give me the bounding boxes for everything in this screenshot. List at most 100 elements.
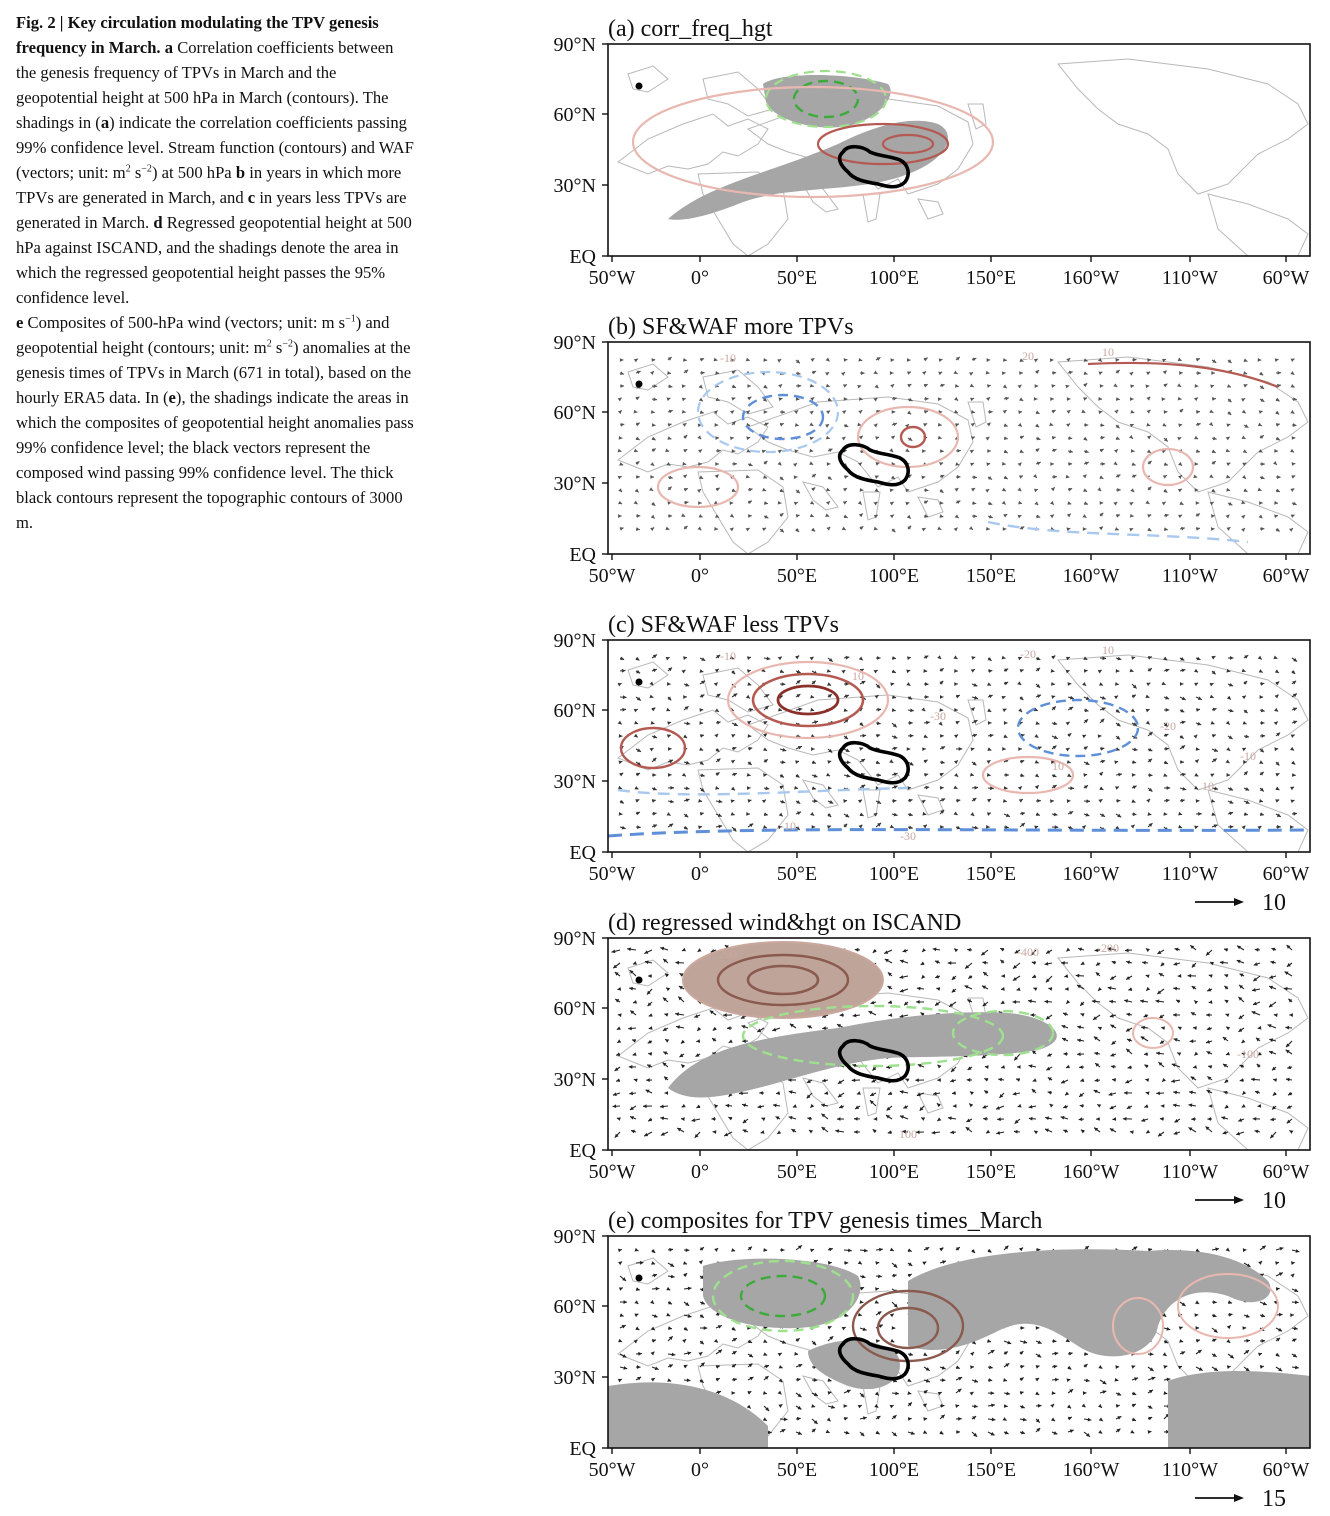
wind-vector-head [675, 1012, 679, 1017]
wind-vector-head [1140, 1036, 1145, 1040]
wind-vector-head [920, 961, 925, 965]
wind-vector-head [1134, 1377, 1139, 1381]
wind-vector-head [1017, 514, 1022, 519]
wind-vector-head [668, 475, 673, 480]
wind-vector-head [937, 1391, 942, 1396]
wind-vector-head [1205, 1126, 1210, 1131]
wind-vector-head [1257, 357, 1262, 362]
wind-vector-head [1050, 668, 1055, 673]
wind-vector-head [1258, 1261, 1263, 1265]
wind-vector-head [931, 1130, 936, 1135]
wind-vector-head [1094, 1051, 1099, 1056]
tibetan-plateau-contour [837, 144, 910, 189]
wind-vector-head [795, 760, 800, 764]
wind-vector-head [1035, 1391, 1040, 1395]
wind-vector-head [825, 372, 830, 376]
x-tick-label: 150°E [966, 1161, 1016, 1183]
wind-vector-head [923, 383, 928, 388]
wind-vector-head [1127, 1065, 1132, 1070]
reference-vector-label: 10 [1262, 890, 1286, 916]
wind-vector-head [1066, 999, 1071, 1004]
map-frame [607, 341, 1311, 555]
wind-vector-head [779, 785, 784, 790]
wind-vector-head [1211, 656, 1216, 660]
wind-vector-head [953, 655, 958, 659]
wind-vector-head [716, 693, 721, 698]
wind-vector-head [681, 409, 686, 414]
wind-vector-head [1275, 1287, 1280, 1291]
wind-vector-head [1179, 371, 1183, 375]
wind-vector-head [970, 423, 975, 427]
wind-vector-head [1116, 513, 1121, 518]
wind-vector-head [630, 1010, 635, 1015]
wind-vector-head [951, 1091, 956, 1095]
wind-vector-head [879, 1247, 883, 1252]
wind-vector-head [633, 358, 638, 363]
wind-vector-head [915, 1130, 920, 1135]
wind-vector-head [844, 735, 848, 740]
wind-vector-head [1082, 527, 1087, 531]
wind-vector-head [919, 1106, 924, 1111]
wind-vector-head [1257, 1051, 1262, 1056]
wind-vector-head [652, 786, 657, 791]
wind-vector-head [691, 1118, 696, 1122]
y-tick-label: 60°N [554, 402, 596, 424]
wind-vector-head [937, 1064, 942, 1069]
wind-vector-head [1293, 720, 1298, 725]
negative-contour [1016, 698, 1140, 758]
wind-vector-head [1045, 1116, 1050, 1121]
wind-vector-head [1003, 423, 1008, 427]
wind-vector-head [909, 721, 913, 725]
wind-vector-head [807, 1025, 812, 1029]
wind-vector-head [1148, 731, 1153, 736]
wind-vector-head [1035, 410, 1040, 414]
wind-vector-head [635, 1326, 640, 1330]
wind-vector-head [1109, 999, 1114, 1004]
wind-vector-head [1129, 372, 1134, 376]
wind-vector-head [717, 1325, 722, 1329]
wind-vector-head [984, 1078, 989, 1082]
wind-vector-head [666, 397, 671, 402]
coastline [627, 65, 669, 93]
wind-vector-head [1112, 1117, 1117, 1121]
wind-vector-head [1032, 1078, 1037, 1082]
wind-vector-head [1164, 1339, 1169, 1344]
wind-vector-head [1163, 527, 1168, 531]
wind-vector-head [1257, 1025, 1262, 1030]
wind-vector-head [635, 396, 640, 401]
wind-vector-head [1114, 681, 1119, 686]
wind-vector-head [873, 1117, 878, 1121]
wind-vector-head [1162, 370, 1167, 375]
wind-vector-head [762, 487, 767, 492]
coastline [1207, 1087, 1309, 1151]
wind-vector-head [1091, 999, 1096, 1004]
wind-vector-head [826, 462, 831, 466]
x-tick-label: 50°W [589, 863, 636, 885]
wind-vector-head [1206, 1013, 1210, 1017]
wind-vector-head [628, 1026, 632, 1031]
positive-contour [726, 660, 890, 740]
wind-vector-head [954, 396, 959, 401]
wind-vector-head [1065, 1091, 1070, 1096]
wind-vector-head [841, 436, 846, 441]
wind-vector-head [636, 527, 640, 531]
wind-vector-head [1019, 358, 1024, 362]
wind-vector-head [1146, 1129, 1151, 1134]
wind-vector-head [1274, 514, 1278, 519]
wind-vector-head [1147, 486, 1152, 491]
wind-vector-head [1228, 1312, 1233, 1317]
wind-vector-head [1110, 1064, 1115, 1069]
wind-vector-head [956, 825, 961, 830]
wind-vector-head [924, 655, 929, 660]
wind-vector-head [1084, 423, 1089, 427]
wind-vector-head [1019, 1377, 1024, 1382]
wind-vector-head [858, 656, 863, 661]
wind-vector-head [1208, 1065, 1212, 1069]
wind-vector-head [1180, 798, 1185, 803]
wind-vector-head [617, 397, 622, 402]
wind-vector-head [715, 371, 720, 375]
wind-vector-head [667, 1378, 672, 1382]
wind-vector-head [714, 474, 719, 479]
wind-vector-head [1161, 1026, 1165, 1030]
wind-vector-head [1238, 1118, 1243, 1122]
